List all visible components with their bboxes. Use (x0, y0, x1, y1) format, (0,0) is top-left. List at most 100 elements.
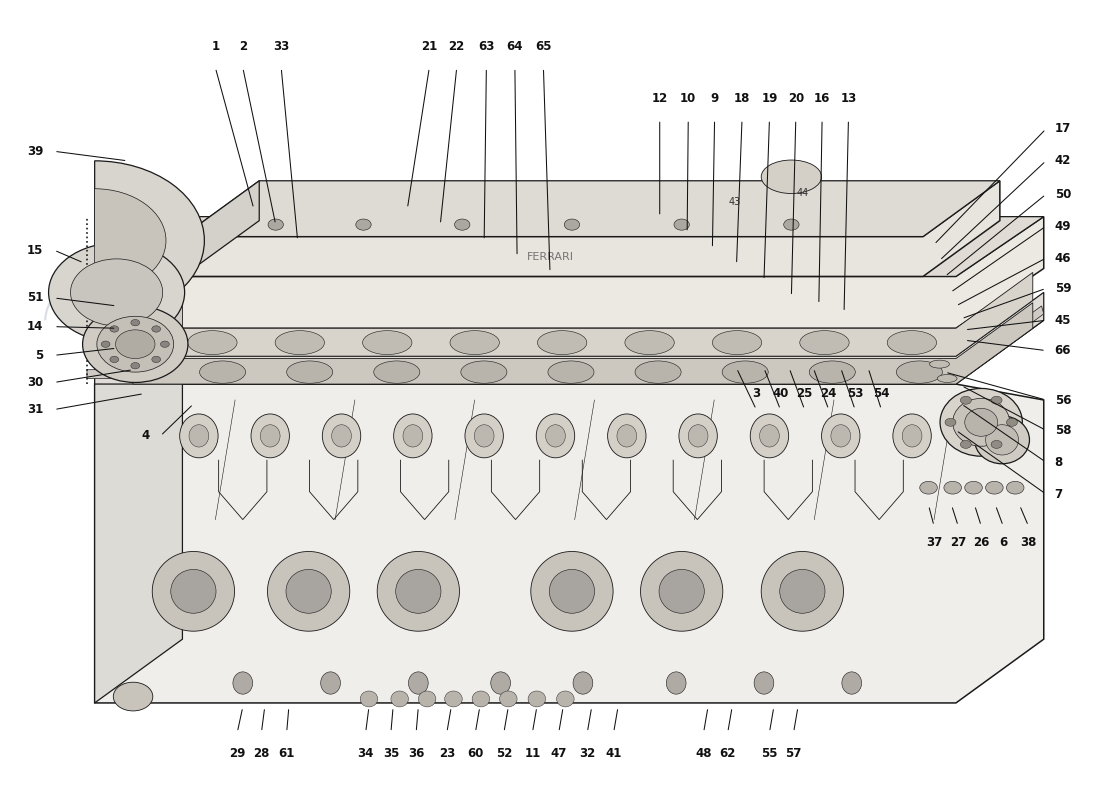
Text: 10: 10 (680, 92, 696, 105)
Text: 39: 39 (26, 145, 43, 158)
Polygon shape (95, 384, 1044, 703)
Ellipse shape (761, 551, 844, 631)
Text: 43: 43 (728, 198, 740, 207)
Polygon shape (87, 306, 1044, 378)
Polygon shape (183, 181, 1000, 237)
Circle shape (70, 259, 163, 326)
Ellipse shape (640, 551, 723, 631)
Ellipse shape (986, 425, 1019, 455)
Ellipse shape (321, 672, 340, 694)
Text: 33: 33 (273, 40, 289, 54)
Text: 59: 59 (1055, 282, 1071, 295)
Ellipse shape (444, 691, 462, 707)
Text: 62: 62 (719, 746, 736, 760)
Ellipse shape (461, 361, 507, 383)
Ellipse shape (713, 330, 761, 354)
Circle shape (991, 441, 1002, 449)
Text: 28: 28 (253, 746, 270, 760)
Circle shape (674, 219, 690, 230)
Ellipse shape (965, 408, 998, 436)
Ellipse shape (842, 672, 861, 694)
Ellipse shape (659, 570, 704, 614)
Text: 53: 53 (847, 387, 864, 400)
Ellipse shape (152, 551, 234, 631)
Text: 48: 48 (695, 746, 712, 760)
Ellipse shape (418, 691, 436, 707)
Ellipse shape (761, 160, 822, 194)
Text: 65: 65 (536, 40, 552, 54)
Ellipse shape (474, 425, 494, 447)
Polygon shape (95, 292, 1044, 384)
Text: 44: 44 (796, 188, 808, 198)
Ellipse shape (261, 425, 280, 447)
Ellipse shape (170, 570, 216, 614)
Ellipse shape (394, 414, 432, 458)
Text: 40: 40 (772, 387, 789, 400)
Wedge shape (95, 189, 166, 292)
Ellipse shape (667, 672, 686, 694)
Ellipse shape (607, 414, 646, 458)
Text: 25: 25 (796, 387, 813, 400)
Text: 16: 16 (814, 92, 830, 105)
Circle shape (110, 356, 119, 362)
Ellipse shape (491, 672, 510, 694)
Text: 32: 32 (580, 746, 595, 760)
Text: 20: 20 (788, 92, 804, 105)
Text: 46: 46 (1055, 251, 1071, 265)
Text: 18: 18 (734, 92, 750, 105)
Text: eurospares: eurospares (559, 477, 804, 514)
Ellipse shape (499, 691, 517, 707)
Ellipse shape (722, 361, 768, 383)
Ellipse shape (888, 330, 936, 354)
Text: 7: 7 (1055, 487, 1063, 501)
Text: 38: 38 (1020, 535, 1036, 549)
Text: 29: 29 (229, 746, 245, 760)
Text: 42: 42 (1055, 154, 1071, 167)
Text: 41: 41 (605, 746, 621, 760)
Text: 2: 2 (239, 40, 246, 54)
Circle shape (116, 330, 155, 358)
Ellipse shape (189, 425, 209, 447)
Text: 58: 58 (1055, 424, 1071, 437)
Text: 14: 14 (26, 320, 43, 333)
Ellipse shape (548, 361, 594, 383)
Ellipse shape (363, 330, 411, 354)
Circle shape (161, 341, 169, 347)
Ellipse shape (188, 330, 238, 354)
Text: 19: 19 (761, 92, 778, 105)
Text: 5: 5 (35, 349, 43, 362)
Ellipse shape (538, 330, 586, 354)
Ellipse shape (937, 374, 957, 382)
Circle shape (355, 219, 371, 230)
Text: 24: 24 (821, 387, 837, 400)
Text: 36: 36 (408, 746, 425, 760)
Circle shape (454, 219, 470, 230)
Ellipse shape (403, 425, 422, 447)
Ellipse shape (549, 570, 595, 614)
Text: 34: 34 (358, 746, 374, 760)
Ellipse shape (780, 570, 825, 614)
Circle shape (48, 243, 185, 342)
Ellipse shape (557, 691, 574, 707)
Circle shape (152, 356, 161, 362)
Text: 22: 22 (449, 40, 465, 54)
Ellipse shape (360, 691, 377, 707)
Text: 9: 9 (711, 92, 718, 105)
Circle shape (944, 482, 961, 494)
Text: 12: 12 (651, 92, 668, 105)
Ellipse shape (896, 361, 943, 383)
Ellipse shape (546, 425, 565, 447)
Ellipse shape (267, 551, 350, 631)
Circle shape (110, 326, 119, 332)
Ellipse shape (940, 389, 1022, 456)
Ellipse shape (573, 672, 593, 694)
Text: 8: 8 (1055, 456, 1063, 469)
Text: 60: 60 (468, 746, 484, 760)
Ellipse shape (199, 361, 245, 383)
Circle shape (564, 219, 580, 230)
Circle shape (97, 316, 174, 372)
Circle shape (131, 319, 140, 326)
Text: 66: 66 (1055, 344, 1071, 357)
Text: 6: 6 (999, 535, 1008, 549)
Ellipse shape (635, 361, 681, 383)
